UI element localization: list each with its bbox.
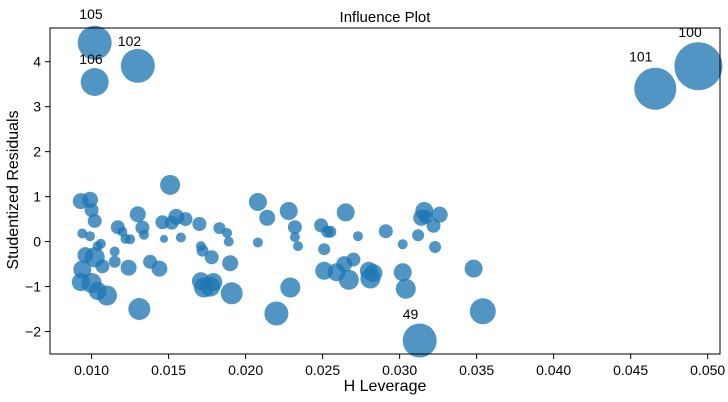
data-point bbox=[77, 247, 94, 264]
y-axis-title: Studentized Residuals bbox=[5, 110, 22, 269]
data-point bbox=[252, 237, 263, 248]
x-tick-label: 0.020 bbox=[228, 362, 263, 378]
data-point bbox=[287, 220, 302, 235]
data-point bbox=[634, 67, 677, 110]
data-point bbox=[318, 243, 331, 256]
data-point bbox=[88, 282, 107, 300]
data-point bbox=[139, 229, 149, 240]
y-tick-label: 2 bbox=[33, 144, 41, 160]
data-point bbox=[464, 259, 483, 278]
data-point bbox=[143, 254, 158, 269]
x-tick-label: 0.050 bbox=[690, 362, 725, 378]
data-point bbox=[346, 252, 361, 267]
plot-frame bbox=[49, 27, 721, 355]
point-label: 101 bbox=[629, 49, 653, 65]
data-point bbox=[426, 218, 441, 233]
data-point bbox=[128, 298, 151, 320]
data-point bbox=[264, 301, 289, 326]
data-point bbox=[77, 228, 88, 239]
y-tick-label: 0 bbox=[33, 234, 41, 250]
data-point bbox=[192, 217, 207, 231]
data-point bbox=[108, 255, 121, 268]
data-point bbox=[87, 213, 102, 228]
data-point bbox=[80, 68, 109, 96]
data-point bbox=[280, 277, 301, 298]
y-tick-label: 4 bbox=[33, 54, 41, 70]
data-point bbox=[109, 246, 120, 257]
x-tick-label: 0.025 bbox=[305, 362, 340, 378]
y-tick-label: 3 bbox=[33, 99, 41, 115]
data-point bbox=[395, 278, 416, 299]
point-label: 100 bbox=[678, 24, 702, 40]
x-tick-label: 0.030 bbox=[382, 362, 417, 378]
data-point bbox=[77, 25, 112, 60]
data-point bbox=[175, 232, 186, 243]
data-point bbox=[84, 203, 99, 218]
data-point bbox=[402, 323, 437, 358]
data-point bbox=[85, 231, 95, 242]
data-point bbox=[178, 212, 193, 227]
data-point bbox=[222, 228, 233, 238]
data-point bbox=[364, 264, 383, 283]
data-point bbox=[195, 241, 206, 252]
x-tick-label: 0.035 bbox=[459, 362, 494, 378]
data-point bbox=[71, 273, 90, 292]
data-point bbox=[95, 238, 106, 249]
data-point bbox=[222, 255, 239, 272]
data-point bbox=[289, 232, 300, 243]
data-point bbox=[324, 225, 337, 238]
chart-title: Influence Plot bbox=[340, 9, 432, 26]
y-axis-ticks: −2 −1 0 1 2 3 4 bbox=[25, 54, 50, 340]
point-annotations: 105 102 106 100 101 49 bbox=[79, 6, 702, 322]
data-point bbox=[397, 239, 408, 250]
point-label: 105 bbox=[79, 6, 103, 22]
data-point bbox=[95, 259, 110, 274]
point-label: 49 bbox=[403, 306, 419, 322]
point-label: 102 bbox=[118, 33, 142, 49]
data-point bbox=[336, 203, 355, 222]
data-point bbox=[393, 263, 412, 282]
x-axis-title: H Leverage bbox=[344, 378, 427, 395]
data-point bbox=[279, 202, 298, 220]
x-tick-label: 0.045 bbox=[613, 362, 648, 378]
x-tick-label: 0.015 bbox=[151, 362, 186, 378]
data-point bbox=[248, 193, 267, 211]
data-point bbox=[160, 174, 181, 195]
x-tick-label: 0.040 bbox=[536, 362, 571, 378]
data-point bbox=[220, 282, 243, 305]
data-point bbox=[120, 259, 137, 276]
data-point bbox=[469, 298, 496, 325]
y-tick-label: −2 bbox=[25, 324, 41, 340]
data-point bbox=[431, 206, 448, 223]
data-point bbox=[412, 229, 425, 242]
data-point bbox=[674, 42, 723, 91]
x-axis-ticks: 0.010 0.015 0.020 0.025 0.030 0.035 0.040 0.045… bbox=[74, 354, 725, 378]
data-point bbox=[378, 224, 393, 239]
data-point bbox=[259, 209, 276, 226]
x-tick-label: 0.010 bbox=[74, 362, 109, 378]
data-point bbox=[120, 48, 155, 83]
data-point bbox=[129, 206, 146, 223]
y-tick-label: −1 bbox=[25, 279, 41, 295]
data-point bbox=[429, 241, 442, 253]
y-tick-label: 1 bbox=[33, 189, 41, 205]
data-point bbox=[125, 234, 136, 245]
data-point bbox=[160, 234, 168, 243]
point-label: 106 bbox=[79, 51, 103, 67]
data-point bbox=[223, 236, 234, 247]
scatter-points bbox=[71, 25, 723, 358]
data-point bbox=[213, 222, 226, 235]
data-point bbox=[164, 215, 179, 230]
data-point bbox=[353, 231, 363, 242]
data-point bbox=[293, 241, 303, 252]
data-point bbox=[204, 250, 219, 265]
data-point bbox=[204, 273, 223, 292]
